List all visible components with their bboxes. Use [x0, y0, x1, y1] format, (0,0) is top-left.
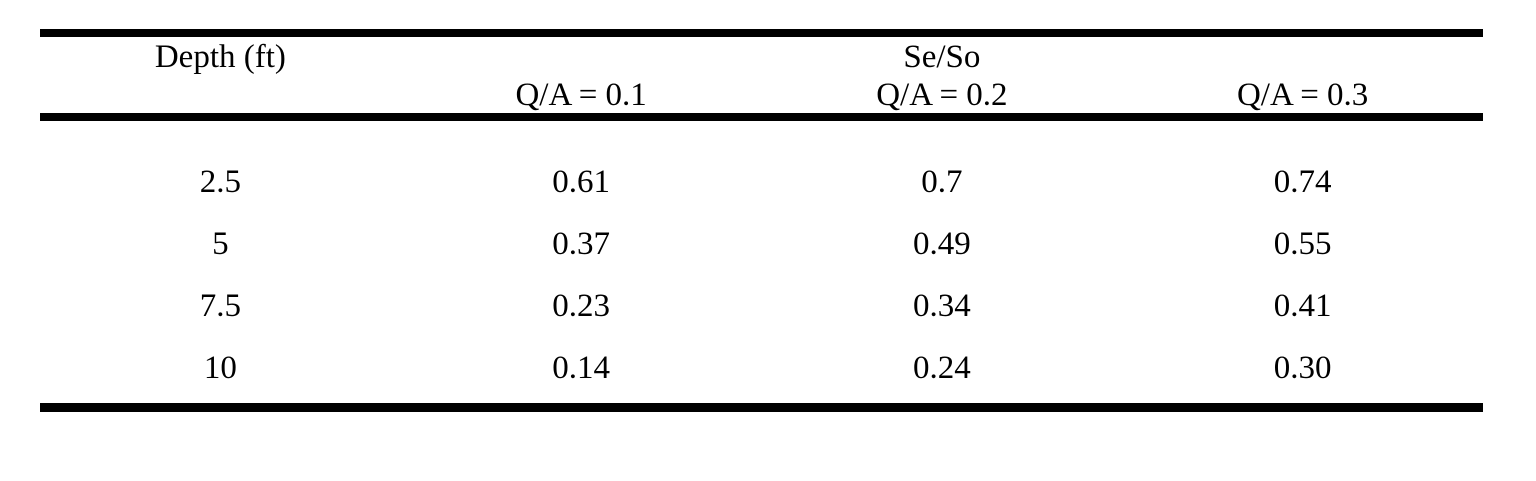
cell-value: 0.74 — [1273, 164, 1332, 201]
spacer-row — [40, 399, 1483, 407]
cell-value: 0.7 — [921, 164, 963, 201]
header-group-seso: Se/So — [903, 38, 981, 75]
table-row: 5 0.37 0.49 0.55 — [40, 213, 1483, 275]
cell-value: 0.23 — [552, 288, 610, 325]
cell-value: 0.34 — [913, 288, 971, 325]
cell-value: 0.61 — [552, 164, 610, 201]
cell-value: 0.14 — [552, 350, 610, 387]
header-qa-02: Q/A = 0.2 — [876, 77, 1008, 113]
cell-value: 0.30 — [1273, 350, 1332, 387]
table-body: 2.5 0.61 0.7 0.74 5 0.37 0.49 0.55 7.5 0… — [40, 117, 1483, 407]
cell-value: 0.41 — [1273, 288, 1332, 325]
header-depth: Depth (ft) — [154, 38, 286, 75]
table-row: 7.5 0.23 0.34 0.41 — [40, 275, 1483, 337]
header-row-2: Q/A = 0.1 Q/A = 0.2 Q/A = 0.3 — [40, 77, 1483, 117]
header-qa-03: Q/A = 0.3 — [1236, 77, 1369, 113]
cell-value: 0.37 — [552, 226, 610, 263]
cell-value: 0.49 — [913, 226, 971, 263]
header-qa-01: Q/A = 0.1 — [515, 77, 647, 113]
cell-depth: 2.5 — [199, 164, 241, 201]
cell-value: 0.24 — [913, 350, 971, 387]
cell-depth: 10 — [203, 350, 237, 387]
header-row-1: Depth (ft) Se/So — [40, 33, 1483, 77]
cell-value: 0.55 — [1273, 226, 1332, 263]
cell-depth: 5 — [212, 226, 229, 263]
seso-depth-table: Depth (ft) Se/So Q/A = 0.1 Q/A = 0.2 Q/A… — [40, 29, 1483, 412]
cell-depth: 7.5 — [199, 288, 241, 325]
table-row: 10 0.14 0.24 0.30 — [40, 337, 1483, 399]
header-empty-cell — [40, 77, 401, 117]
spacer-row — [40, 117, 1483, 151]
table-header: Depth (ft) Se/So Q/A = 0.1 Q/A = 0.2 Q/A… — [40, 33, 1483, 118]
table-row: 2.5 0.61 0.7 0.74 — [40, 151, 1483, 213]
